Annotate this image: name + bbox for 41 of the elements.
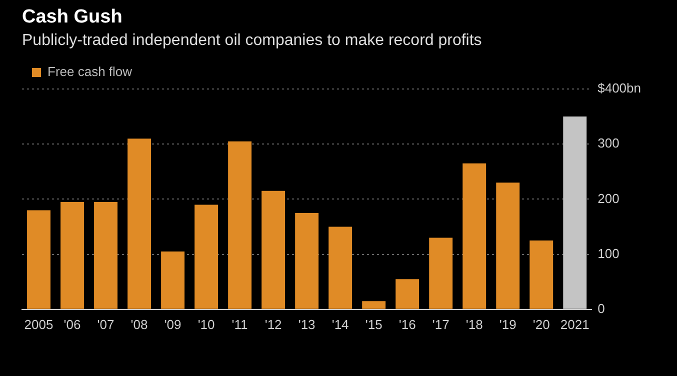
x-tick-label: 2021 [560, 316, 590, 332]
x-tick-label: '15 [365, 316, 382, 332]
bar [128, 138, 151, 309]
x-tick-label: '09 [164, 316, 182, 332]
y-tick-label: $400bn [598, 80, 642, 96]
x-tick-label: '07 [97, 316, 114, 332]
x-tick-label: 2005 [24, 316, 54, 332]
bar [530, 240, 554, 309]
bar [228, 141, 252, 309]
x-tick-label: '12 [264, 316, 282, 332]
x-tick-label: '10 [198, 316, 215, 332]
bar [27, 210, 50, 309]
bar [161, 252, 185, 309]
x-tick-label: '14 [332, 316, 349, 332]
y-tick-label: 200 [598, 190, 620, 206]
bar [396, 279, 420, 309]
y-tick-label: 300 [598, 136, 620, 151]
y-tick-label: 0 [598, 300, 605, 316]
bar [60, 202, 84, 309]
bar [262, 190, 286, 309]
chart-subtitle: Publicly-traded independent oil companies to make record profits [22, 32, 482, 49]
x-tick-label: '16 [398, 316, 416, 332]
x-tick-label: '18 [466, 316, 483, 332]
x-tick-label: '19 [499, 316, 516, 332]
x-tick-label: '08 [130, 316, 148, 332]
x-tick-label: '11 [232, 316, 248, 332]
x-tick-label: '20 [532, 316, 550, 332]
legend-label: Free cash flow [48, 64, 133, 80]
bar [496, 182, 520, 309]
x-tick-label: '17 [432, 316, 450, 332]
chart-title: Cash Gush [22, 6, 122, 28]
bar [295, 212, 319, 309]
x-tick-label: '13 [298, 316, 316, 332]
bar [194, 204, 218, 309]
x-tick-label: '06 [64, 316, 81, 332]
y-tick-label: 100 [598, 246, 620, 261]
bar [328, 226, 352, 309]
bar [462, 163, 486, 309]
bar [429, 238, 453, 309]
bar [94, 202, 118, 309]
bar [362, 301, 386, 309]
